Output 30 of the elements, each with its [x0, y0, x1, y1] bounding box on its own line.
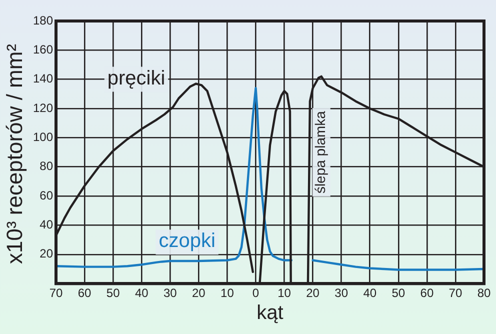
- x-tick-label: 50: [106, 286, 120, 300]
- x-tick-label: 50: [392, 286, 406, 300]
- x-tick-label: 70: [49, 286, 64, 300]
- x-tick-label: 60: [78, 286, 92, 300]
- y-tick-label: 40: [40, 218, 54, 232]
- y-tick-label: 140: [32, 72, 54, 86]
- y-tick-label: 60: [40, 188, 54, 202]
- x-tick-label: 10: [220, 286, 234, 300]
- x-tick-label: 0: [252, 286, 260, 300]
- y-tick-label: 160: [32, 42, 54, 56]
- series-label: pręciki: [107, 67, 166, 90]
- x-tick-label: 30: [163, 286, 178, 300]
- x-tick-label: 40: [363, 286, 377, 300]
- y-axis-title: x10³ receptorów / mm²: [2, 43, 28, 264]
- y-tick-label: 80: [40, 159, 54, 174]
- y-tick-label: 180: [32, 13, 54, 28]
- annotation: ślepa plamka: [312, 110, 328, 194]
- x-tick-label: 20: [192, 286, 206, 300]
- x-axis-title: kąt: [256, 302, 284, 325]
- series-label: czopki: [158, 230, 216, 252]
- x-tick-label: 20: [306, 286, 320, 300]
- x-tick-label: 60: [420, 286, 434, 300]
- x-tick-label: 30: [334, 286, 348, 300]
- x-tick-label: 10: [278, 286, 292, 300]
- x-tick-label: 80: [477, 286, 491, 300]
- x-tick-label: 70: [448, 286, 462, 300]
- y-tick-label: 120: [32, 100, 54, 115]
- x-tick-label: 40: [134, 286, 149, 300]
- y-tick-label: 100: [32, 130, 54, 144]
- y-tick-label: 20: [40, 246, 54, 261]
